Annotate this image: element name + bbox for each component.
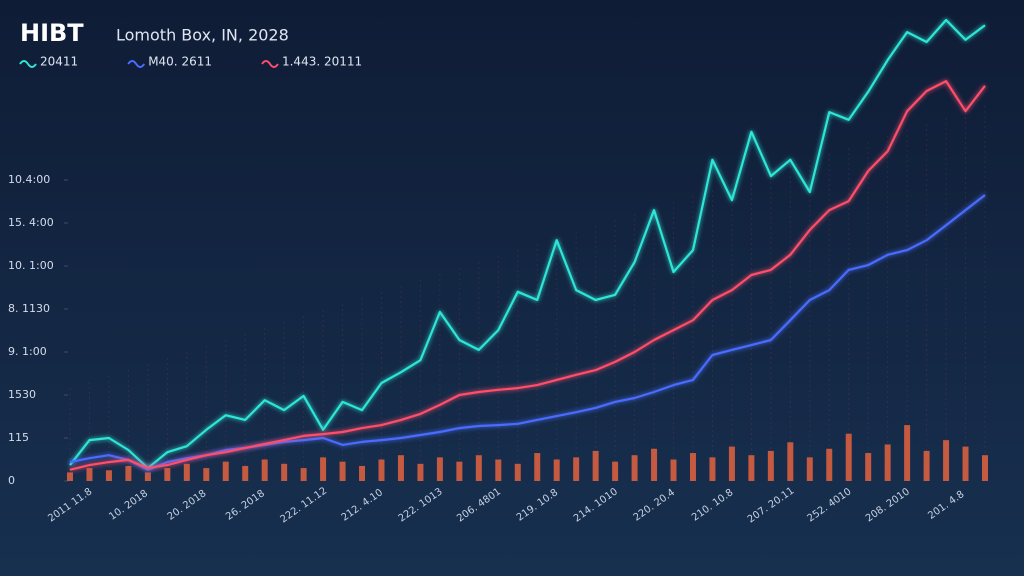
bar — [203, 468, 210, 481]
bar — [397, 455, 404, 481]
bar — [261, 459, 268, 481]
bar — [728, 446, 735, 481]
bar — [651, 448, 658, 481]
bar — [943, 440, 950, 481]
bar — [787, 442, 794, 481]
bar — [183, 463, 190, 481]
bar — [378, 459, 385, 481]
bar — [923, 450, 930, 481]
bar — [709, 457, 716, 481]
legend-swatch — [261, 60, 279, 68]
legend-swatch — [19, 60, 37, 68]
y-tick-label: 15. 4:00 — [8, 216, 54, 229]
bar — [573, 457, 580, 481]
bar — [417, 463, 424, 481]
bar — [670, 459, 677, 481]
bar — [514, 463, 521, 481]
bar — [553, 459, 560, 481]
bar — [164, 468, 171, 481]
y-tick-label: 9. 1:00 — [8, 345, 47, 358]
bar — [300, 468, 307, 481]
bar — [495, 459, 502, 481]
bar — [436, 457, 443, 481]
bar — [222, 461, 229, 481]
bar — [592, 450, 599, 481]
bar — [86, 468, 93, 481]
bar — [359, 465, 366, 481]
series-line — [69, 194, 986, 471]
bar — [144, 472, 151, 481]
bar — [806, 457, 813, 481]
legend-label: M40. 2611 — [148, 55, 212, 69]
chart-title: HIBT — [20, 19, 84, 47]
bar — [982, 455, 988, 481]
legend-swatch — [127, 60, 146, 68]
legend-label: 20411 — [40, 55, 78, 69]
bar — [767, 450, 774, 481]
bar — [631, 455, 638, 481]
bar — [242, 465, 249, 481]
y-tick-label: 8. 1130 — [8, 302, 50, 315]
y-tick-label: 10.4:00 — [8, 173, 50, 186]
chart-subtitle: Lomoth Box, IN, 2028 — [116, 26, 289, 45]
y-tick-label: 1530 — [8, 388, 36, 401]
bar — [612, 461, 619, 481]
bar — [339, 461, 346, 481]
bar — [748, 455, 755, 481]
bar — [67, 472, 73, 481]
bar — [865, 453, 872, 481]
bar — [534, 453, 541, 481]
bar — [105, 470, 112, 481]
y-tick-label: 0 — [8, 474, 15, 487]
bar — [456, 461, 463, 481]
bar — [125, 465, 132, 481]
bar — [962, 446, 969, 481]
legend-label: 1.443. 20111 — [282, 55, 362, 69]
y-tick-label: 115 — [8, 431, 29, 444]
series-line — [69, 18, 986, 470]
bar — [884, 444, 891, 481]
bar — [845, 433, 852, 481]
bar — [826, 448, 833, 481]
y-tick-label: 10. 1:00 — [8, 259, 54, 272]
bar — [475, 455, 482, 481]
series-line — [69, 80, 986, 471]
bar — [689, 453, 696, 481]
bar — [904, 425, 911, 481]
bar — [281, 463, 288, 481]
bar — [320, 457, 327, 481]
